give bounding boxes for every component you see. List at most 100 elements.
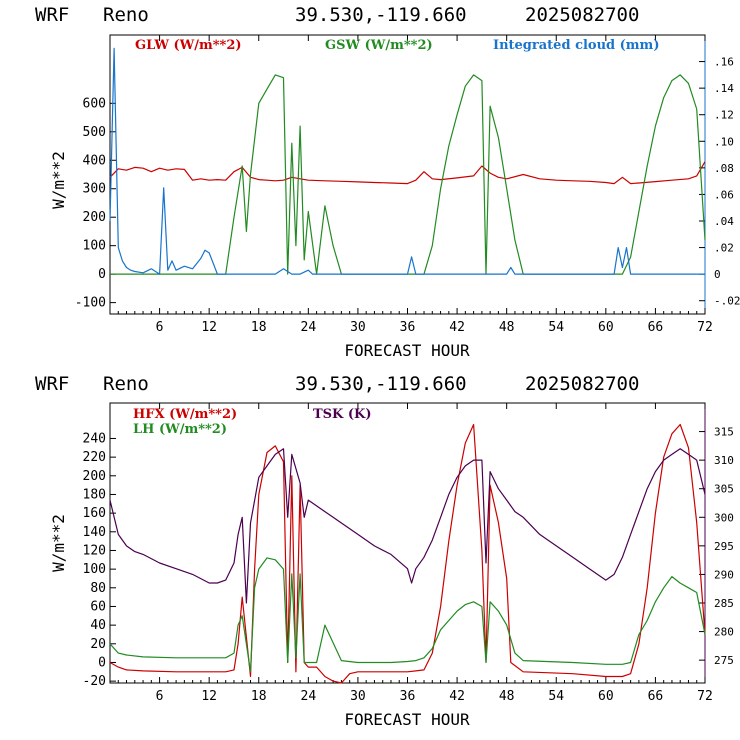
x-tick-label: 24 [301,320,317,335]
y-tick-label: 500 [83,125,106,140]
y-tick-label: 160 [83,506,106,521]
y-tick-label: 220 [83,450,106,465]
y2-tick-label: .12 [714,109,734,122]
x-tick-label: 42 [449,689,465,704]
legend-cloud: Integrated cloud (mm) [493,38,659,53]
x-tick-label: 36 [400,689,416,704]
y2-axis-ticks: 275 280 285 290 295 300 305 310 315 [699,426,734,667]
y2-tick-label: .02 [714,242,734,255]
x-tick-label: 66 [648,689,664,704]
series-line-2 [109,448,706,604]
legend-tsk: TSK (K) [313,407,372,422]
y-tick-label: 140 [83,525,106,540]
x-tick-label: 30 [350,689,366,704]
header-model: WRF [35,373,69,395]
y-axis-title: W/m**2 [49,151,68,209]
y-tick-label: 600 [83,96,106,111]
y-tick-label: 100 [83,239,106,254]
y-tick-label: 100 [83,562,106,577]
y2-tick-label: 300 [714,511,734,524]
y2-tick-label: .08 [714,162,734,175]
y2-tick-label: -.02 [714,295,740,308]
chart-bottom: WRF Reno 39.530,-119.660 2025082700 6 12 1… [35,373,734,729]
y-tick-label: 400 [83,153,106,168]
legend-lh: LH (W/m**2) [133,422,227,437]
y2-tick-label: .06 [714,188,734,201]
y-axis-title: W/m**2 [49,514,68,572]
chart-bottom-legend: HFX (W/m**2) LH (W/m**2) TSK (K) [133,407,372,437]
header-coords: 39.530,-119.660 [295,4,467,26]
y-tick-label: 300 [83,182,106,197]
y2-tick-label: 285 [714,597,734,610]
y-tick-label: 60 [90,599,106,614]
y-tick-label: 200 [83,469,106,484]
x-tick-label: 36 [400,320,416,335]
y-axis-ticks: -100 0 100 200 300 400 500 600 [75,96,116,311]
series-lines [109,47,706,275]
x-tick-label: 30 [350,320,366,335]
x-tick-label: 18 [251,320,267,335]
legend-gsw: GSW (W/m**2) [325,38,433,53]
chart-top-legend: GLW (W/m**2) GSW (W/m**2) Integrated clo… [135,38,659,53]
x-tick-label: 6 [156,320,164,335]
x-tick-label: 6 [156,689,164,704]
x-tick-label: 18 [251,689,267,704]
header-location: Reno [103,373,149,395]
header-run: 2025082700 [525,4,639,26]
series-line-0 [109,423,706,684]
x-axis-title: FORECAST HOUR [344,341,470,360]
x-tick-label: 12 [201,320,217,335]
y2-tick-label: .04 [714,215,734,228]
y2-tick-label: 275 [714,654,734,667]
y-tick-label: 0 [98,655,106,670]
y2-tick-label: 0 [714,268,721,281]
x-tick-label: 48 [499,320,515,335]
x-tick-label: 54 [548,320,564,335]
y-tick-label: -100 [75,296,106,311]
x-tick-label: 48 [499,689,515,704]
x-axis-ticks: 6 12 18 24 30 36 42 48 54 60 66 72 [117,403,713,704]
legend-glw: GLW (W/m**2) [135,38,242,53]
plot-frame [109,402,706,684]
x-axis-title: FORECAST HOUR [344,710,470,729]
y-tick-label: 240 [83,431,106,446]
legend-hfx: HFX (W/m**2) [133,407,237,422]
chart-top-header: WRF Reno 39.530,-119.660 2025082700 [35,4,639,26]
series-line-1 [109,557,706,673]
y2-tick-label: 310 [714,454,734,467]
x-tick-label: 66 [648,320,664,335]
x-axis-ticks: 6 12 18 24 30 36 42 48 54 60 66 72 [117,35,713,335]
x-tick-label: 12 [201,689,217,704]
y-tick-label: 0 [98,267,106,282]
series-lines [109,423,706,684]
y-tick-label: 120 [83,543,106,558]
y-tick-label: 180 [83,487,106,502]
y-tick-label: 200 [83,210,106,225]
y2-tick-label: 280 [714,626,734,639]
y-tick-label: 40 [90,618,106,633]
y-tick-label: 20 [90,637,106,652]
x-tick-label: 24 [301,689,317,704]
chart-top: WRF Reno 39.530,-119.660 2025082700 6 12 1… [35,4,740,360]
x-tick-label: 54 [548,689,564,704]
header-run: 2025082700 [525,373,639,395]
y2-tick-label: 295 [714,540,734,553]
header-model: WRF [35,4,69,26]
y-tick-label: 80 [90,581,106,596]
y2-tick-label: .14 [714,82,734,95]
y2-tick-label: .16 [714,56,734,69]
y-tick-label: -20 [83,674,106,689]
series-line-2 [109,47,705,275]
x-tick-label: 60 [598,320,614,335]
x-tick-label: 42 [449,320,465,335]
x-tick-label: 72 [697,689,713,704]
chart-bottom-header: WRF Reno 39.530,-119.660 2025082700 [35,373,639,395]
y-axis-ticks: -20 0 20 40 60 80 100 120 140 160 180 200 220 240 [83,431,116,689]
y2-tick-label: 290 [714,568,734,581]
x-tick-label: 60 [598,689,614,704]
series-line-1 [110,74,706,275]
header-location: Reno [103,4,149,26]
header-coords: 39.530,-119.660 [295,373,467,395]
y2-tick-label: 305 [714,483,734,496]
